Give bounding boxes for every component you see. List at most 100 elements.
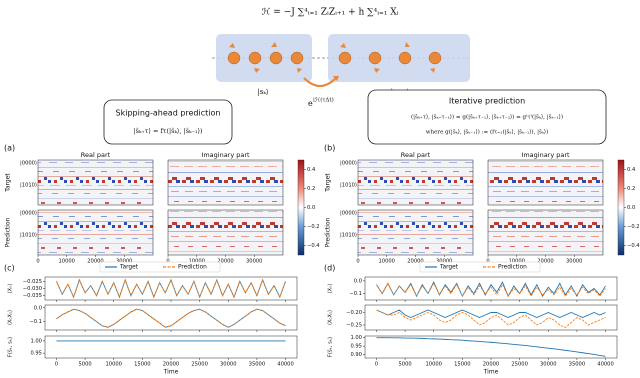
column-title: Imaginary part (201, 151, 250, 159)
state-box (216, 34, 312, 82)
colorbar-tick-label: 0.2 (307, 186, 315, 192)
colorbar-tick-label: −0.4 (627, 243, 640, 249)
plot-frame (364, 276, 618, 301)
y-axis-label: ⟨X₀⟩ (328, 284, 334, 294)
heatmap (487, 209, 604, 256)
colorbar-tick-label: 0.2 (627, 186, 635, 192)
y-axis-label: ⟨X₀⟩ (8, 284, 14, 294)
evolution-exponent: iℋ(τΔt) (313, 97, 334, 104)
colorbar (297, 159, 305, 256)
legend (99, 261, 221, 273)
box-formula: |ŝₖ₊τ⟩ = fτ(|ŝₖ⟩, |ŝₖ₋₁⟩) (133, 127, 203, 135)
state-label: |0000⟩ (340, 161, 357, 167)
heatmap (167, 159, 284, 206)
x-tick-label: 0 (55, 362, 58, 368)
series-line (56, 278, 286, 299)
x-tick-label: 35000 (249, 362, 266, 368)
colorbar-tick-label: 0.0 (307, 205, 315, 211)
y-tick-label: 1.00 (30, 338, 42, 344)
x-tick-label: 35000 (569, 362, 586, 368)
x-tick-label: 30000 (566, 259, 583, 265)
panel-label: (d) (324, 264, 335, 273)
panel-label: (b) (324, 144, 335, 153)
y-tick-label: 0.95 (350, 344, 362, 350)
heatmap (357, 159, 474, 206)
hamiltonian: ℋ = −J ∑⁴ᵢ₌₁ ZᵢZᵢ₊₁ + h ∑⁴ᵢ₌₁ Xᵢ (262, 8, 399, 18)
panel-label: (c) (4, 264, 15, 273)
colorbar-tick-label: 0.0 (627, 205, 635, 211)
y-tick-label: −0.025 (23, 279, 42, 285)
y-axis-label: F(ŝₖ, sₖ) (327, 337, 334, 357)
x-tick-label: 20000 (217, 259, 234, 265)
box-title: Iterative prediction (449, 97, 525, 106)
evolution-base: e (308, 99, 313, 108)
x-tick-label: 0 (166, 259, 169, 265)
y-axis-label: ⟨X₀X₁⟩ (328, 310, 334, 325)
colorbar-tick-label: 0.4 (627, 167, 636, 173)
y-tick-label: −0.035 (23, 293, 42, 299)
column-title: Real part (401, 151, 431, 159)
x-tick-label: 10000 (378, 259, 395, 265)
column-title: Imaginary part (521, 151, 570, 159)
x-tick-label: 40000 (277, 362, 294, 368)
y-tick-label: −0.1 (29, 319, 42, 325)
colorbar-tick-label: −0.4 (307, 243, 320, 249)
y-axis-label: ⟨X₀X₁⟩ (8, 310, 14, 325)
row-label: Target (325, 173, 332, 193)
colorbar-tick-label: −0.2 (627, 224, 640, 230)
x-tick-label: 10000 (425, 362, 442, 368)
x-tick-label: 0 (36, 259, 39, 265)
x-tick-label: 25000 (511, 362, 528, 368)
heatmap (357, 209, 474, 256)
series-line (376, 337, 606, 357)
evolution-arrow (303, 77, 337, 87)
skipping-box (103, 99, 233, 145)
legend (419, 261, 541, 273)
column-title: Real part (81, 151, 111, 159)
box-title: Skipping-ahead prediction (116, 109, 221, 118)
x-axis-label: Time (483, 369, 499, 376)
series-line (56, 308, 286, 328)
spins (227, 51, 442, 65)
y-tick-label: −0.030 (23, 286, 42, 292)
legend-label: Prediction (178, 265, 207, 271)
y-tick-label: −0.25 (346, 323, 362, 329)
y-tick-label: 0.0 (354, 278, 362, 284)
x-tick-label: 5000 (398, 362, 411, 368)
heatmap (167, 209, 284, 256)
x-tick-label: 30000 (436, 259, 453, 265)
y-tick-label: 0.90 (350, 352, 362, 358)
plot-frame (364, 304, 618, 331)
x-tick-label: 30000 (116, 259, 133, 265)
y-tick-label: 1.00 (350, 335, 362, 341)
x-tick-label: 0 (375, 362, 378, 368)
x-tick-label: 20000 (483, 362, 500, 368)
y-tick-label: −0.20 (346, 310, 362, 316)
state-left: |sₖ⟩ (257, 88, 269, 96)
state-label: |0000⟩ (340, 211, 357, 217)
x-tick-label: 30000 (540, 362, 557, 368)
state-label: |1010⟩ (20, 183, 37, 189)
plot-frame (44, 335, 298, 359)
legend-label: Prediction (498, 265, 527, 271)
spin-arrows (229, 42, 435, 73)
x-tick-label: 20000 (163, 362, 180, 368)
x-tick-label: 10000 (58, 259, 75, 265)
state-label: |0000⟩ (20, 161, 37, 167)
series-line (56, 308, 286, 328)
x-tick-label: 10000 (188, 259, 205, 265)
box-formula: (|ŝₖ₊τ⟩, |ŝₖ₊τ₋₁⟩) = g(|ŝₖ₊τ₋₁⟩, |ŝₖ₊τ₋₂… (411, 114, 563, 121)
series-line (376, 309, 606, 329)
state-label: |0000⟩ (20, 211, 37, 217)
state-label: |1010⟩ (340, 233, 357, 239)
box-formula: where g(|ŝₖ⟩, |ŝₖ₋₁⟩) := (fτ₌₁(|ŝₖ⟩, |ŝₖ… (426, 129, 549, 136)
y-tick-label: 0.0 (34, 305, 42, 311)
heatmap (37, 209, 154, 256)
row-label: Target (5, 173, 12, 193)
legend-label: Target (439, 265, 459, 271)
heatmap (37, 159, 154, 206)
x-tick-label: 10000 (105, 362, 122, 368)
row-label: Prediction (5, 217, 12, 247)
x-tick-label: 30000 (246, 259, 263, 265)
